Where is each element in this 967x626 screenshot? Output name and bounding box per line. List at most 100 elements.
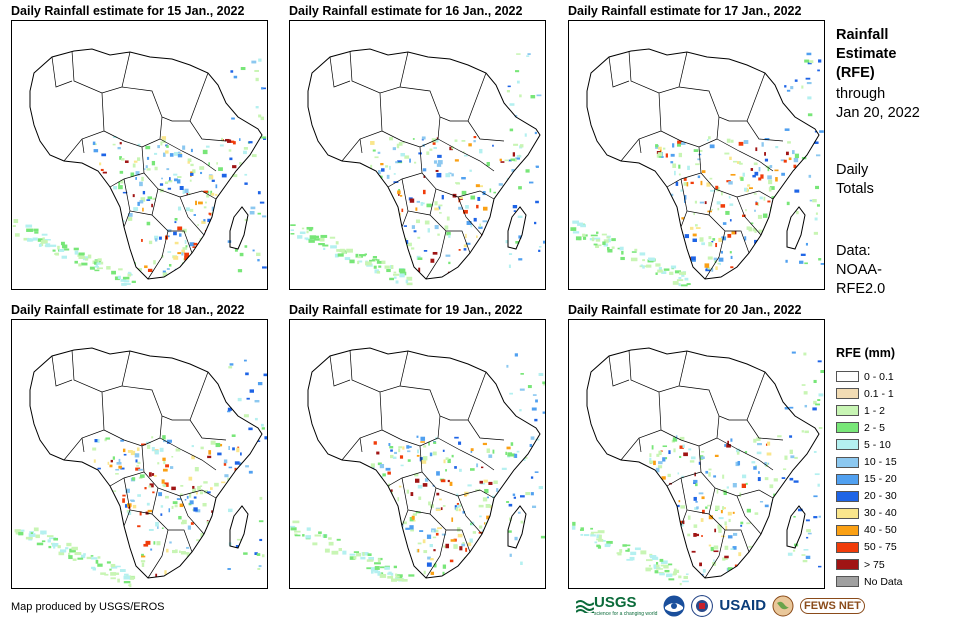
ocean-rain-band — [14, 359, 267, 588]
dhs-seal-icon — [691, 594, 714, 617]
country-border — [620, 92, 662, 162]
panel-title: Daily Rainfall estimate for 19 Jan., 202… — [289, 303, 523, 317]
country-border — [421, 172, 495, 200]
land-rainfall — [370, 136, 524, 279]
country-border — [109, 146, 145, 188]
country-border — [401, 509, 409, 527]
usgs-logo: USGS science for a changing world — [576, 594, 657, 617]
legend-item: No Data — [836, 573, 903, 590]
country-border — [387, 445, 423, 487]
side-title-line: (RFE) — [836, 65, 875, 81]
land-rainfall — [92, 435, 246, 578]
rainfall-map — [289, 20, 546, 290]
country-border — [121, 371, 209, 421]
totals-label: Daily Totals — [836, 161, 874, 199]
madagascar-outline — [786, 505, 806, 549]
rainfall-map — [289, 319, 546, 589]
country-border — [381, 415, 441, 447]
africa-coastline — [307, 347, 541, 579]
country-border — [660, 415, 720, 447]
country-border — [341, 92, 383, 162]
legend-item: > 75 — [836, 556, 903, 573]
country-border — [81, 437, 85, 453]
country-border — [103, 415, 163, 447]
country-border — [359, 138, 363, 154]
logo-strip: USGS science for a changing world USAID F… — [576, 594, 865, 617]
country-border — [708, 188, 716, 216]
country-border — [51, 56, 73, 88]
country-border — [457, 495, 483, 535]
ocean-rain-band — [290, 53, 545, 286]
panel-title: Daily Rainfall estimate for 15 Jan., 202… — [11, 4, 245, 18]
country-border — [628, 349, 688, 393]
legend-item: 15 - 20 — [836, 471, 903, 488]
country-border — [121, 72, 209, 122]
legend-item: 0 - 0.1 — [836, 368, 903, 385]
country-border — [159, 138, 217, 172]
side-title-line: Rainfall — [836, 27, 889, 43]
country-border — [620, 391, 662, 461]
country-border — [608, 355, 630, 387]
rainfall-map — [568, 319, 825, 589]
noaa-logo-icon — [663, 595, 685, 616]
country-border — [123, 509, 131, 527]
legend-item: 50 - 75 — [836, 539, 903, 556]
country-border — [678, 72, 766, 122]
country-border — [736, 196, 762, 236]
legend-item: 2 - 5 — [836, 419, 903, 436]
country-border — [349, 349, 409, 393]
country-border — [71, 50, 131, 94]
credit-text: Map produced by USGS/EROS — [11, 601, 165, 613]
legend-swatch — [836, 439, 859, 451]
usgs-wave-icon — [576, 599, 594, 613]
legend-item: 0.1 - 1 — [836, 385, 903, 402]
country-border — [680, 210, 688, 228]
country-border — [736, 495, 762, 535]
land-rainfall — [92, 136, 247, 279]
legend-item: 20 - 30 — [836, 488, 903, 505]
country-border — [401, 178, 471, 254]
legend-item: 5 - 10 — [836, 436, 903, 453]
totals-line: Daily — [836, 162, 869, 178]
country-border — [51, 355, 73, 387]
legend-swatch — [836, 422, 859, 434]
country-border — [151, 188, 159, 216]
country-border — [437, 437, 495, 471]
legend-label: > 75 — [864, 558, 885, 571]
legend-label: 15 - 20 — [864, 473, 897, 486]
country-border — [349, 50, 409, 94]
country-border — [329, 56, 351, 88]
country-border — [457, 196, 483, 236]
legend-label: 30 - 40 — [864, 507, 897, 520]
country-border — [123, 210, 131, 228]
land-rainfall — [370, 435, 524, 576]
panel-title: Daily Rainfall estimate for 20 Jan., 202… — [568, 303, 802, 317]
data-source-line: RFE2.0 — [836, 281, 886, 297]
country-border — [401, 477, 471, 553]
country-border — [159, 437, 217, 471]
country-border — [401, 210, 409, 228]
country-border — [666, 146, 702, 188]
country-border — [81, 138, 85, 154]
country-border — [680, 509, 688, 527]
country-border — [179, 495, 205, 535]
legend-label: 40 - 50 — [864, 524, 897, 537]
legend-swatch — [836, 371, 859, 383]
country-border — [147, 529, 169, 579]
country-border — [341, 391, 383, 461]
country-border — [700, 471, 774, 499]
legend-swatch — [836, 576, 859, 588]
country-border — [608, 56, 630, 88]
country-border — [63, 92, 105, 162]
usgs-text: USGS — [594, 594, 637, 611]
country-border — [704, 529, 726, 579]
legend-label: 50 - 75 — [864, 541, 897, 554]
country-border — [678, 371, 766, 421]
through-line: Jan 20, 2022 — [836, 105, 920, 121]
country-border — [399, 371, 487, 421]
panel-title: Daily Rainfall estimate for 16 Jan., 202… — [289, 4, 523, 18]
madagascar-outline — [229, 505, 249, 549]
ocean-rain-band — [12, 58, 267, 286]
country-border — [666, 445, 702, 487]
madagascar-outline — [507, 206, 527, 250]
